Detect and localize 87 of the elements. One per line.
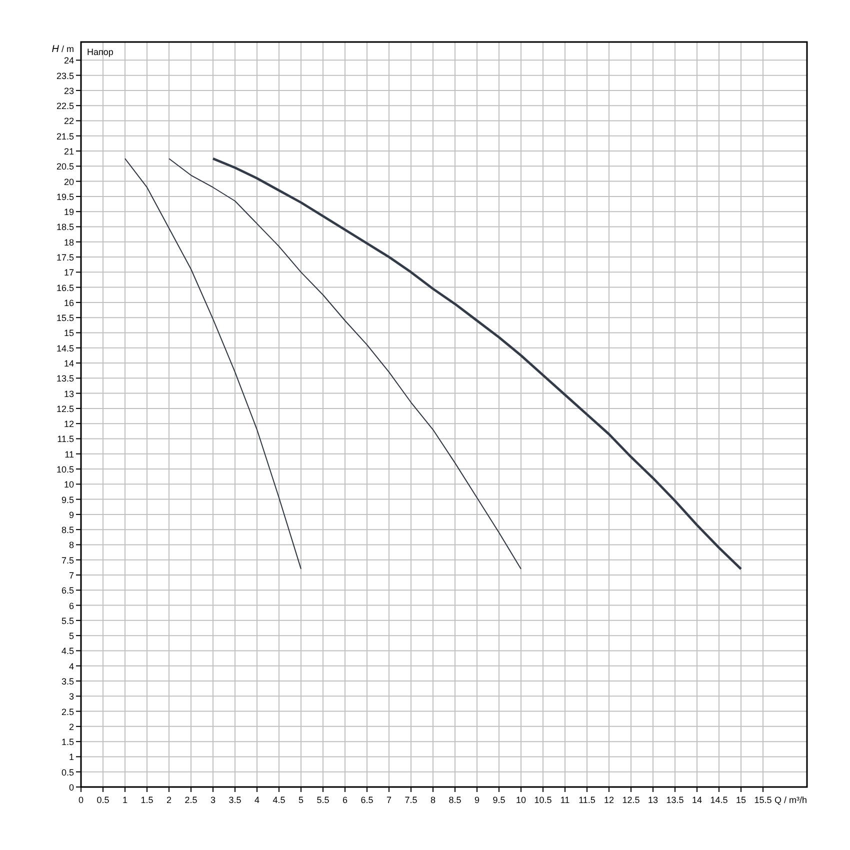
y-tick-label: 23.5 [56, 70, 74, 81]
y-tick-label: 6 [68, 600, 74, 611]
y-tick-label: 2 [68, 722, 74, 732]
y-tick-label: 7.5 [61, 555, 74, 566]
x-tick-label: 8 [430, 795, 436, 805]
x-tick-label: 2.5 [184, 795, 198, 805]
x-tick-label: 4.5 [272, 795, 286, 805]
y-tick-label: 5.5 [61, 616, 74, 626]
x-tick-label: 15.5 [754, 795, 772, 805]
y-tick-label: 21.5 [56, 131, 74, 142]
y-tick-label: 19 [64, 207, 74, 218]
line-series [124, 158, 302, 570]
x-tick-label: 5.5 [316, 795, 330, 805]
x-tick-label: 5 [298, 795, 304, 805]
y-tick-label: 4 [68, 661, 74, 672]
y-tick-label: 16.5 [56, 282, 74, 293]
x-tick-label: 4 [254, 795, 260, 805]
x-tick-label: 12.5 [622, 795, 640, 805]
y-tick-label: 6.5 [61, 586, 74, 596]
y-tick-label: 17 [64, 268, 74, 278]
y-tick-label: 9 [68, 510, 74, 520]
y-tick-label: 12 [64, 419, 74, 430]
y-tick-label: 4.5 [61, 646, 74, 656]
x-tick-label: 10 [516, 795, 526, 805]
x-tick-label: 7 [386, 795, 392, 805]
x-tick-label: 3.5 [228, 795, 242, 805]
y-tick-label: 7 [68, 570, 74, 581]
y-tick-label: 10 [64, 480, 74, 490]
y-tick-label: 9.5 [61, 494, 74, 505]
y-tick-label: 5 [68, 631, 74, 642]
x-tick-label: 14.5 [710, 795, 728, 805]
y-tick-label: 20.5 [56, 162, 74, 172]
x-tick-label: 9 [474, 795, 480, 805]
y-tick-label: 19.5 [56, 192, 74, 202]
y-tick-label: 3 [68, 692, 74, 702]
x-tick-label: 8.5 [448, 795, 462, 805]
y-tick-label: 10.5 [56, 464, 74, 475]
x-tick-label: 1.5 [140, 795, 154, 805]
y-tick-label: 20 [64, 176, 74, 187]
y-tick-label: 0 [68, 782, 74, 792]
y-tick-label: 1 [68, 752, 74, 762]
y-tick-label: 8.5 [61, 525, 74, 536]
y-tick-label: 18.5 [56, 222, 74, 232]
y-tick-label: 24 [64, 56, 74, 66]
x-tick-label: 13 [648, 795, 658, 805]
y-tick-label: 12.5 [56, 404, 74, 414]
y-tick-label: 13.5 [56, 374, 74, 384]
x-tick-label: 7.5 [404, 795, 418, 805]
y-tick-label: 11 [64, 449, 74, 460]
x-tick-label: 1 [122, 795, 128, 805]
y-tick-label: 16 [64, 298, 74, 308]
x-tick-label: 11 [560, 795, 570, 805]
x-tick-label: 13.5 [666, 795, 684, 805]
x-tick-label: 6.5 [360, 795, 374, 805]
y-tick-label: 15 [64, 328, 74, 338]
x-tick-label: 0 [78, 795, 84, 805]
y-tick-label: 8 [68, 540, 74, 550]
x-tick-label: 0.5 [96, 795, 110, 805]
y-tick-label: 2.5 [61, 706, 74, 717]
x-axis-title: Q / m³/h [774, 795, 807, 805]
x-tick-label: 9.5 [492, 795, 506, 805]
x-tick-label: 6 [342, 795, 348, 805]
y-tick-label: 0.5 [61, 767, 74, 778]
x-tick-label: 15 [736, 795, 746, 805]
x-tick-label: 12 [604, 795, 614, 805]
x-tick-label: 11.5 [578, 795, 596, 805]
y-tick-label: 18 [64, 237, 74, 248]
y-tick-label: 14 [64, 358, 74, 369]
annotation: Напор [87, 47, 114, 57]
y-tick-label: 3.5 [61, 676, 74, 687]
line-series [168, 158, 522, 570]
x-tick-label: 14 [692, 795, 702, 805]
y-tick-label: 14.5 [56, 343, 74, 354]
y-tick-label: 1.5 [61, 737, 74, 748]
line-series [212, 157, 742, 570]
x-tick-label: 10.5 [534, 795, 552, 805]
y-tick-label: 22.5 [56, 101, 74, 112]
x-tick-label: 2 [166, 795, 172, 805]
y-tick-label: 15.5 [56, 313, 74, 324]
y-axis-title: H / m [52, 44, 74, 55]
y-tick-label: 11.5 [57, 434, 74, 444]
y-tick-label: 21 [64, 146, 74, 157]
y-tick-label: 17.5 [56, 252, 74, 263]
x-tick-label: 3 [210, 795, 216, 805]
y-tick-label: 22 [64, 116, 74, 126]
y-tick-label: 23 [64, 86, 74, 96]
y-tick-label: 13 [64, 388, 74, 399]
